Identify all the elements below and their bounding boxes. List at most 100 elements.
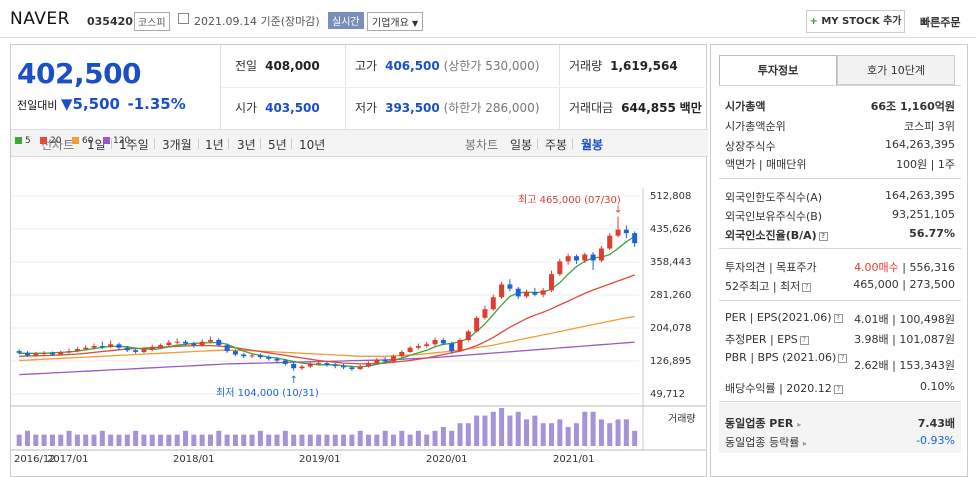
sector-box [719, 403, 961, 453]
sector-per-row[interactable]: 동일업종 PER ▸ 7.43배 [725, 415, 955, 431]
row-value: 66조 1,160억원 [870, 100, 955, 113]
cap-rank-row: 시가총액순위 코스피 3위 [725, 118, 955, 134]
high: 고가 406,500 (상한가 530,000) [355, 57, 540, 74]
quick-order-link[interactable]: 빠른주문 [920, 16, 961, 29]
candle-body [58, 352, 64, 355]
row-value: 56.77% [909, 227, 955, 240]
candle-body [507, 284, 513, 289]
tab-10y[interactable]: 10년 [299, 138, 326, 152]
tab-monthly[interactable]: 월봉 [581, 138, 604, 152]
candle-body [149, 346, 155, 350]
row-value: 93,251,105 [892, 208, 955, 221]
legend-label: 60 [82, 136, 94, 146]
candle-body [598, 248, 604, 261]
tab-weekly[interactable]: 주봉 [545, 138, 568, 152]
volume-bar [124, 434, 130, 446]
help-icon[interactable]: ? [802, 282, 812, 292]
y-tick: 281,260 [650, 290, 692, 301]
volume-bar [482, 415, 488, 446]
est-eps-value: 101,087원 [899, 333, 955, 346]
stock-name: NAVER [10, 9, 70, 29]
row-label: 52주최고 | 최저 [725, 280, 801, 293]
legend-swatch [40, 137, 47, 144]
candle-body [615, 229, 621, 236]
price-chart[interactable]: ↓↑ [11, 148, 706, 468]
row-value: 164,263,395 [885, 138, 955, 151]
tab-1d[interactable]: 1일 [87, 138, 106, 152]
line-chart-label: 선차트 [41, 138, 75, 152]
row-label: PER | EPS(2021.06) [725, 311, 832, 324]
candle-body [623, 229, 629, 234]
stock-code: 035420 [87, 15, 133, 28]
row-label: 투자의견 | 목표주가 [725, 261, 817, 274]
help-icon[interactable]: ? [838, 353, 848, 363]
stock-header: NAVER 035420 코스피 2021.09.14 기준(장마감) 실시간 … [0, 0, 976, 38]
volume-bar [116, 434, 122, 446]
company-info-dropdown[interactable]: 기업개요 ▼ [367, 12, 424, 31]
current-price: 402,500 [17, 57, 142, 90]
tab-1w[interactable]: 1주일 [119, 138, 149, 152]
candle-body [174, 341, 180, 343]
realtime-button[interactable]: 실시간 [328, 12, 364, 29]
tab-1y[interactable]: 1년 [205, 138, 224, 152]
row-label: 외국인소진율(B/A) [725, 229, 817, 242]
sector-rate-row[interactable]: 동일업종 등락률 ▸ -0.93% [725, 434, 955, 450]
candle-body [390, 356, 396, 362]
candle-body [183, 341, 189, 344]
tab-orderbook[interactable]: 호가 10단계 [837, 55, 955, 85]
row-label: 외국인보유주식수(B) [725, 210, 823, 223]
tab-daily[interactable]: 일봉 [510, 138, 533, 152]
volume-bar [74, 434, 80, 446]
tab-invest-info[interactable]: 투자정보 [719, 55, 837, 85]
volume-bar [299, 434, 305, 446]
candle-body [274, 358, 280, 361]
candle-body [257, 355, 263, 358]
volume-bar [349, 434, 355, 446]
candle-body [349, 367, 355, 370]
foreign-hold-row: 외국인보유주식수(B) 93,251,105 [725, 208, 955, 224]
legend-swatch [15, 137, 22, 144]
volume-bar [41, 434, 47, 446]
candle-body [515, 288, 521, 297]
volume-bar [598, 419, 604, 446]
volume: 거래량 1,619,564 [569, 57, 678, 74]
candle-body [549, 274, 555, 291]
volume-bar [549, 423, 555, 446]
tab-3m[interactable]: 3개월 [162, 138, 192, 152]
dividend-row: 배당수익률 | 2020.12? 0.10% [725, 380, 955, 396]
volume-bar [49, 434, 55, 446]
amount-unit: 백만 [679, 101, 702, 115]
volume-bar [332, 434, 338, 446]
volume-bar [282, 430, 288, 446]
candle-body [432, 340, 438, 345]
candle-body [415, 345, 421, 348]
help-icon[interactable]: ? [799, 335, 809, 345]
volume-bar [174, 434, 180, 446]
x-tick: 2017/01 [47, 454, 89, 465]
tab-5y[interactable]: 5년 [268, 138, 287, 152]
candle-body [382, 359, 388, 362]
candle-body [341, 366, 347, 368]
prev-close-value: 408,000 [265, 59, 320, 73]
candle-body [557, 261, 563, 275]
volume-bar [432, 430, 438, 446]
volume-bar [607, 423, 613, 446]
pbr-value: 2.62배 [854, 359, 889, 372]
help-icon[interactable]: ? [818, 231, 828, 241]
volume-bar [199, 434, 205, 446]
volume-bar [224, 434, 230, 446]
help-icon[interactable]: ? [833, 384, 843, 394]
my-stock-add-button[interactable]: + MY STOCK 추가 [806, 10, 905, 33]
volume-bar [183, 430, 189, 446]
candle-body [216, 340, 222, 346]
volume-bar [615, 419, 621, 446]
tab-3y[interactable]: 3년 [237, 138, 256, 152]
y-tick: 512,808 [650, 191, 692, 202]
candle-body [191, 343, 197, 346]
candle-body [158, 345, 164, 347]
per-row: PER | EPS(2021.06)? 4.01배 | 100,498원 [725, 311, 955, 326]
volume-bar [266, 434, 272, 446]
help-icon[interactable]: ? [833, 313, 843, 323]
volume-bar [216, 430, 222, 446]
volume-bar [257, 430, 263, 446]
